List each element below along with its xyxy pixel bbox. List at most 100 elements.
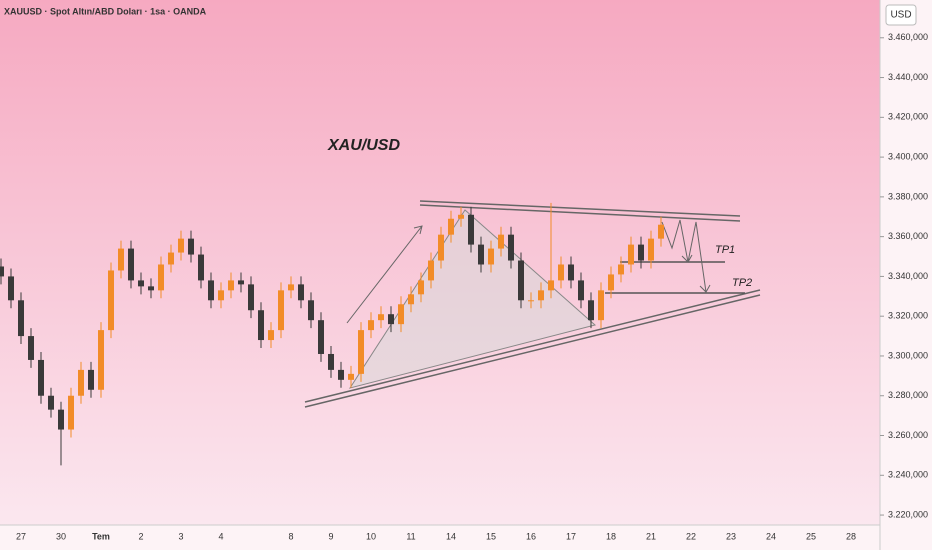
candle-body xyxy=(518,260,524,301)
x-tick-label: 8 xyxy=(288,531,293,541)
candle-body xyxy=(218,290,224,301)
candle-body xyxy=(268,330,274,341)
candle-body xyxy=(348,373,354,380)
candle-body xyxy=(398,304,404,325)
candle-body xyxy=(438,234,444,261)
x-tick-label: 2 xyxy=(138,531,143,541)
candle-body xyxy=(88,369,94,390)
candle-body xyxy=(0,266,4,277)
x-tick-label: 17 xyxy=(566,531,576,541)
x-tick-label: 21 xyxy=(646,531,656,541)
candle-body xyxy=(38,359,44,396)
x-tick-label: 16 xyxy=(526,531,536,541)
candle-body xyxy=(558,264,564,281)
candle-body xyxy=(138,280,144,287)
candle-body xyxy=(638,244,644,261)
currency[interactable]: USD xyxy=(890,10,911,21)
candle-body xyxy=(298,284,304,301)
triangle-pattern xyxy=(348,209,597,389)
candle-body xyxy=(568,264,574,281)
x-tick-label: Tem xyxy=(92,531,110,541)
candle-body xyxy=(258,310,264,341)
candle-body xyxy=(378,314,384,321)
candle-body xyxy=(238,280,244,285)
candle-body xyxy=(408,294,414,305)
y-tick-label: 3.380,000 xyxy=(888,191,928,201)
candle-body xyxy=(648,238,654,261)
lower-trendline xyxy=(304,289,761,403)
y-tick-label: 3.280,000 xyxy=(888,390,928,400)
candle-body xyxy=(198,254,204,281)
candle-body xyxy=(618,264,624,275)
candle-body xyxy=(338,369,344,380)
candle-body xyxy=(478,244,484,265)
candle-body xyxy=(498,234,504,249)
candle-body xyxy=(188,238,194,255)
candle-body xyxy=(278,290,284,331)
lower-trendline xyxy=(304,294,761,408)
candle-body xyxy=(608,274,614,291)
candle-body xyxy=(148,286,154,291)
candle-body xyxy=(158,264,164,291)
candle-body xyxy=(628,244,634,265)
candle-body xyxy=(8,276,14,301)
candle-body xyxy=(528,300,534,302)
y-tick-label: 3.400,000 xyxy=(888,151,928,161)
y-tick-label: 3.260,000 xyxy=(888,430,928,440)
candle-body xyxy=(428,260,434,281)
candle-body xyxy=(588,300,594,321)
x-tick-label: 25 xyxy=(806,531,816,541)
candle-body xyxy=(488,248,494,265)
price-axis-panel xyxy=(880,0,932,550)
trend-arrow-head xyxy=(413,225,423,235)
candle-body xyxy=(308,300,314,321)
y-tick-label: 3.300,000 xyxy=(888,350,928,360)
projection-path xyxy=(661,219,707,293)
candle-body xyxy=(538,290,544,301)
candle-body xyxy=(548,280,554,291)
y-tick-label: 3.340,000 xyxy=(888,271,928,281)
x-tick-label: 24 xyxy=(766,531,776,541)
candle-body xyxy=(128,248,134,281)
annotation: XAU/USD xyxy=(327,137,400,154)
candle-body xyxy=(248,284,254,311)
candle-body xyxy=(178,238,184,253)
symbol-header: XAUUSD · Spot Altın/ABD Doları · 1sa · O… xyxy=(4,6,207,16)
x-tick-label: 30 xyxy=(56,531,66,541)
x-tick-label: 9 xyxy=(328,531,333,541)
y-tick-label: 3.240,000 xyxy=(888,470,928,480)
candle-body xyxy=(28,336,34,360)
candle-body xyxy=(458,214,464,219)
x-tick-label: 10 xyxy=(366,531,376,541)
candle-body xyxy=(418,280,424,295)
trend-arrow xyxy=(346,225,423,324)
candle-body xyxy=(508,234,514,261)
x-tick-label: 28 xyxy=(846,531,856,541)
tp2-label: TP2 xyxy=(732,277,752,289)
candle-body xyxy=(18,300,24,337)
candle-body xyxy=(208,280,214,301)
candle-body xyxy=(658,224,664,239)
candle-body xyxy=(318,320,324,354)
y-tick-label: 3.320,000 xyxy=(888,311,928,321)
candle-body xyxy=(448,218,454,235)
candle-body xyxy=(98,330,104,390)
tp1-label: TP1 xyxy=(715,244,735,256)
candle-body xyxy=(118,248,124,271)
candle-body xyxy=(368,320,374,331)
currency-button[interactable] xyxy=(885,4,917,26)
projection-arrow xyxy=(681,254,693,263)
candle-body xyxy=(58,409,64,430)
candle-body xyxy=(328,353,334,370)
x-tick-label: 23 xyxy=(726,531,736,541)
projection-arrow xyxy=(699,284,711,293)
y-tick-label: 3.360,000 xyxy=(888,231,928,241)
candle-body xyxy=(78,369,84,396)
x-tick-label: 4 xyxy=(218,531,223,541)
time-axis-panel xyxy=(0,525,880,550)
y-tick-label: 3.420,000 xyxy=(888,112,928,122)
x-tick-label: 27 xyxy=(16,531,26,541)
x-tick-label: 18 xyxy=(606,531,616,541)
upper-trendline xyxy=(419,200,741,217)
